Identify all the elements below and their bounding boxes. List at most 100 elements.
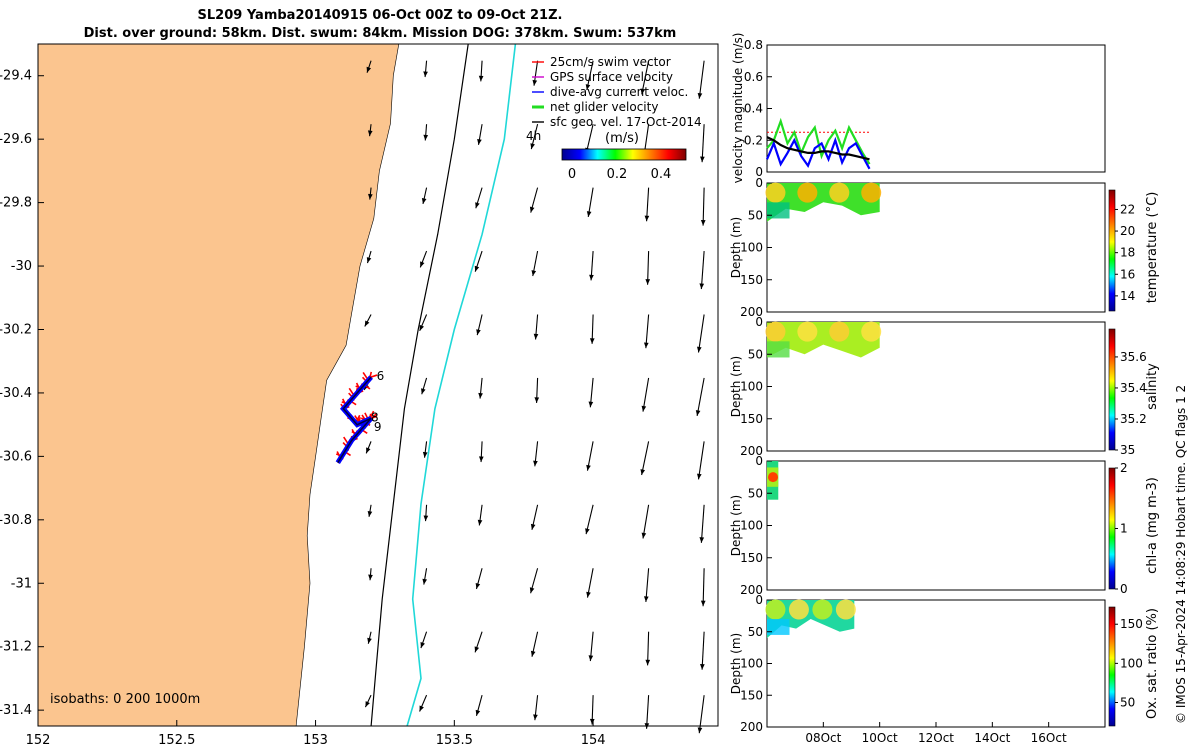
profile-colorbar-label: salinity	[1145, 363, 1160, 410]
map-y-tick-label: -29.6	[0, 132, 32, 147]
geo-arrow-head	[641, 532, 647, 539]
geo-arrow-head	[588, 401, 594, 408]
geo-arrow-head	[420, 261, 425, 268]
geo-arrow-head	[529, 587, 535, 594]
velocity-ylabel: velocity magnitude (m/s)	[731, 33, 745, 184]
profile-y-tick-label: 50	[748, 208, 763, 222]
geo-arrow-head	[645, 279, 651, 285]
geo-arrow-head	[532, 79, 538, 86]
geo-arrow-head	[419, 324, 424, 331]
date-x-tick-label: 12Oct	[918, 731, 954, 745]
geo-arrow-shaft	[700, 504, 705, 543]
map-frame	[37, 43, 719, 727]
geo-arrow-shaft	[646, 187, 650, 222]
geo-arrow-head	[364, 320, 370, 327]
geo-arrow-shaft	[646, 695, 650, 729]
profile-colorbar-tick-label: 18	[1120, 246, 1135, 260]
profile-colorbar-tick-label: 100	[1120, 656, 1143, 670]
profile-colorbar-tick-label: 50	[1120, 696, 1135, 710]
geo-arrow-head	[585, 528, 590, 535]
profile-deep-band	[767, 202, 790, 219]
profile-deep-band	[767, 341, 790, 358]
profile-blob	[812, 599, 833, 620]
geo-arrow-head	[368, 193, 373, 200]
geo-arrow-head	[589, 274, 594, 281]
profile-y-tick-label: 50	[748, 347, 763, 361]
geo-arrow-head	[423, 515, 429, 522]
map-y-tick-label: -30.2	[0, 322, 32, 337]
hour-label: 4h	[526, 129, 541, 143]
velocity-colorbar-tick: 0.4	[651, 167, 672, 182]
profile-blob	[835, 599, 856, 620]
profile-y-tick-label: 150	[740, 688, 763, 702]
map-legend-entry: GPS surface velocity	[550, 70, 673, 84]
velocity-y-tick-label: 0	[755, 165, 763, 179]
profile-colorbar	[1108, 606, 1116, 727]
geo-arrow-head	[533, 714, 538, 721]
profile-y-tick-label: 200	[740, 444, 763, 458]
map-y-tick-label: -29.8	[0, 196, 32, 211]
isobath-200m	[370, 43, 469, 727]
date-x-tick-label: 08Oct	[805, 731, 841, 745]
profile-colorbar	[1108, 189, 1116, 312]
profile-colorbar-tick-label: 35.6	[1120, 350, 1147, 364]
geo-arrow-head	[474, 646, 480, 653]
profile-colorbar-tick-label: 22	[1120, 202, 1135, 216]
geo-arrow-head	[366, 257, 372, 264]
velocity-series-line	[765, 136, 871, 170]
geo-arrow-shaft	[697, 441, 705, 480]
geo-arrow-head	[695, 410, 701, 416]
map-y-tick-label: -31	[11, 576, 32, 591]
geo-arrow-head	[475, 582, 481, 589]
velocity-colorbar-tick: 0.2	[607, 167, 628, 182]
glider-path	[337, 376, 372, 464]
profile-colorbar-tick-label: 1	[1120, 522, 1128, 536]
geo-arrow-head	[533, 460, 538, 467]
geo-arrow-shaft	[702, 568, 705, 607]
geo-arrow-head	[533, 333, 539, 340]
geo-arrow-head	[585, 84, 591, 91]
profile-deep-band	[767, 619, 790, 635]
velocity-series-line	[766, 136, 870, 161]
geo-arrow-head	[476, 329, 481, 336]
geo-arrow-head	[586, 464, 591, 471]
geo-arrow-head	[477, 138, 482, 145]
profile-ylabel: Depth (m)	[729, 356, 743, 417]
geo-arrow-shaft	[697, 314, 705, 353]
profile-y-tick-label: 200	[740, 720, 763, 734]
geo-arrow-head	[640, 469, 646, 476]
geo-arrow-shaft	[645, 568, 650, 602]
profile-colorbar-label: temperature (°C)	[1145, 192, 1160, 304]
map-x-tick-label: 152.5	[158, 733, 195, 748]
geo-arrow-head	[422, 451, 428, 458]
geo-arrow-head	[696, 346, 702, 353]
glider-track	[335, 371, 378, 465]
geo-arrow-head	[366, 66, 372, 73]
geo-arrow-head	[478, 456, 484, 463]
profile-blob	[765, 321, 786, 342]
geo-arrow-head	[640, 88, 646, 95]
geo-arrow-head	[365, 701, 370, 708]
map-x-tick-label: 153.5	[436, 733, 473, 748]
swim-vector	[370, 374, 378, 378]
profile-y-tick-label: 200	[740, 305, 763, 319]
map-y-tick-label: -30.8	[0, 513, 32, 528]
profile-colorbar-tick-label: 35	[1120, 443, 1135, 457]
geo-arrow-shaft	[642, 504, 650, 539]
geo-arrow-head	[699, 537, 705, 543]
geo-arrow-shaft	[647, 631, 650, 666]
geo-arrow-head	[530, 650, 536, 657]
profile-y-tick-label: 50	[748, 486, 763, 500]
map-legend-entry: net glider velocity	[550, 100, 658, 114]
geo-arrow-head	[700, 220, 706, 226]
date-x-tick-label: 14Oct	[974, 731, 1010, 745]
profile-patch	[767, 322, 880, 358]
profile-colorbar-tick-label: 14	[1120, 289, 1135, 303]
geo-arrow-head	[699, 283, 705, 290]
geo-arrow-head	[586, 211, 592, 217]
profile-colorbar-tick-label: 35.4	[1120, 381, 1147, 395]
geo-arrow-head	[367, 637, 372, 644]
geo-arrow-head	[586, 591, 591, 598]
day-label-9: 9	[374, 420, 382, 434]
